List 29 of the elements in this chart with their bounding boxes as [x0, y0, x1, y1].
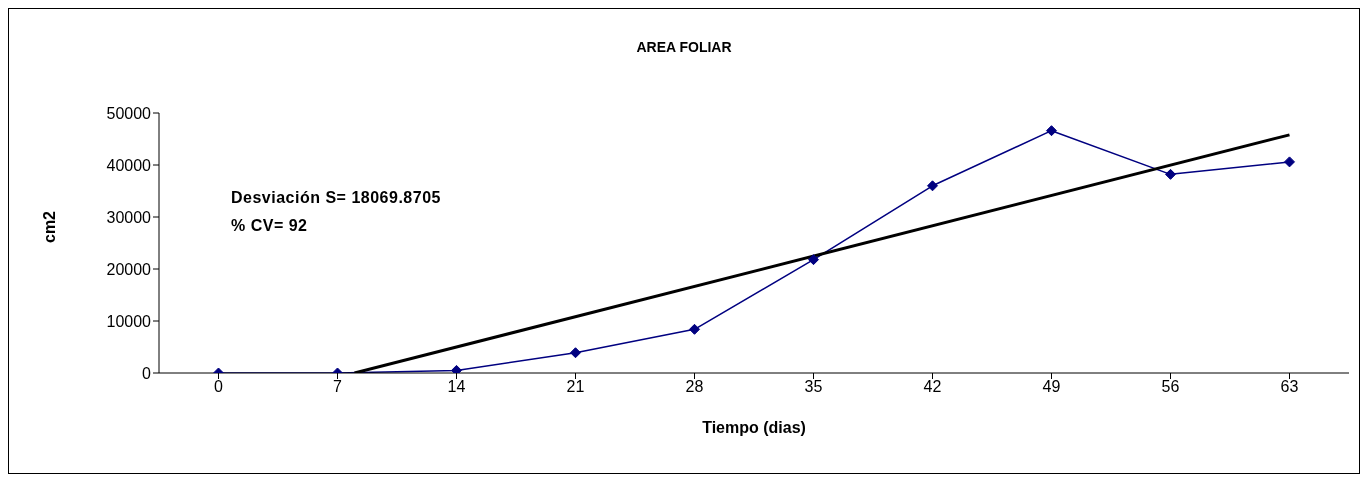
x-tick-label: 21 [566, 378, 585, 396]
point [570, 347, 581, 359]
point [1165, 168, 1176, 180]
annotation: Desviación S= 18069.8705 [231, 188, 441, 208]
y-tick-label: 10000 [106, 312, 152, 330]
point [1284, 156, 1295, 168]
y-tick-label: 50000 [106, 104, 152, 122]
point [451, 364, 462, 373]
x-axis-title: Tiempo (dias) [702, 419, 806, 436]
annotation: % CV= 92 [231, 216, 309, 236]
point [927, 180, 938, 192]
y-tick-label: 20000 [106, 260, 152, 278]
point [808, 254, 819, 266]
y-axis-title: cm2 [40, 210, 58, 243]
x-tick-label: 14 [447, 378, 466, 396]
y-tick-label: 30000 [106, 208, 152, 226]
x-tick-label: 49 [1042, 378, 1061, 396]
x-tick-label: 35 [804, 378, 823, 396]
x-tick-label: 56 [1161, 378, 1180, 396]
x-tick-label: 42 [923, 378, 942, 396]
x-tick-label: 7 [333, 378, 343, 396]
point [1046, 125, 1057, 137]
x-tick-label: 0 [214, 378, 224, 396]
y-tick-label: 0 [142, 364, 152, 382]
y-tick-label: 40000 [106, 156, 152, 174]
chart-title: AREA FOLIAR [635, 39, 733, 55]
x-tick-label: 28 [685, 378, 704, 396]
point [689, 323, 700, 335]
x-tick-label: 63 [1280, 378, 1299, 396]
